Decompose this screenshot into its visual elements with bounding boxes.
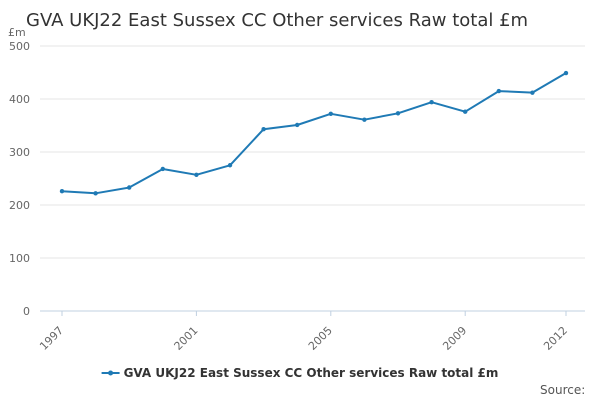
source-label: Source: [540, 383, 585, 397]
data-point [194, 172, 199, 177]
legend-dot-marker [108, 370, 114, 376]
x-tick-label: 2012 [541, 324, 570, 353]
data-point [328, 111, 333, 117]
legend-label[interactable]: GVA UKJ22 East Sussex CC Other services … [124, 366, 499, 380]
data-point [160, 166, 165, 172]
data-point [429, 99, 434, 105]
y-tick-label: 300 [9, 146, 30, 159]
data-point [127, 185, 132, 190]
grid-lines [40, 45, 585, 259]
x-tick-label: 2009 [440, 324, 469, 353]
y-tick-label: 500 [9, 40, 30, 53]
x-tick-label: 2001 [172, 324, 201, 353]
y-tick-labels: 0 100 200 300 400 500 [9, 40, 30, 318]
x-tick-label: 1997 [37, 324, 66, 353]
y-tick-label: 100 [9, 252, 30, 265]
data-point [227, 163, 233, 168]
y-axis-label: £m [8, 26, 26, 39]
data-point [59, 189, 65, 194]
x-axis: 1997 2001 2005 2009 2012 [37, 310, 585, 353]
data-point [395, 111, 401, 116]
legend[interactable]: GVA UKJ22 East Sussex CC Other services … [101, 366, 499, 380]
data-point [295, 122, 300, 128]
y-tick-label: 400 [9, 93, 30, 106]
data-point [93, 191, 98, 196]
series-line-group [59, 70, 569, 196]
y-tick-label: 0 [23, 305, 30, 318]
chart-title: GVA UKJ22 East Sussex CC Other services … [26, 10, 528, 31]
data-point [530, 90, 535, 95]
data-point [463, 109, 468, 114]
series-line [61, 72, 567, 195]
data-point [362, 117, 367, 122]
data-point [496, 88, 501, 94]
data-point [261, 127, 266, 132]
y-tick-label: 200 [9, 199, 30, 212]
x-tick-label: 2005 [306, 324, 335, 353]
data-point [563, 70, 569, 76]
